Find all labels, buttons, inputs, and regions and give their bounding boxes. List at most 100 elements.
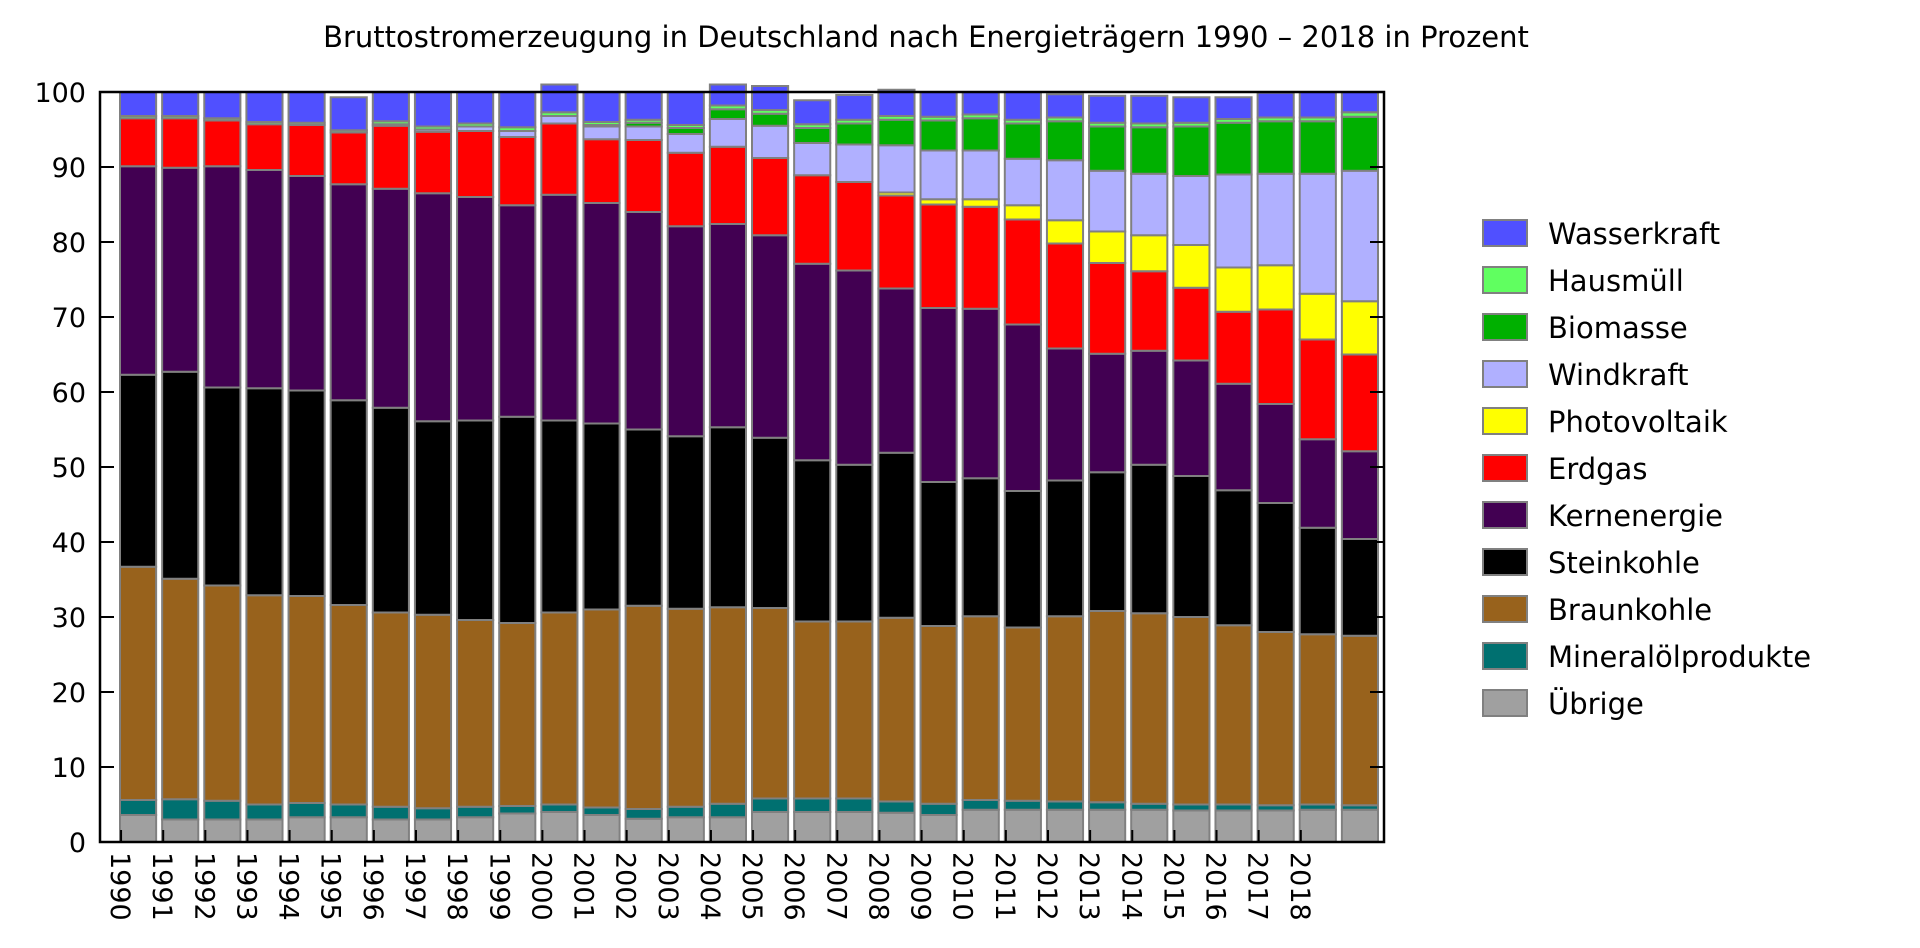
legend-label-8: Braunkohle (1548, 593, 1712, 627)
bar-segment-2008-0 (877, 811, 916, 843)
bar-segment-2006-4 (793, 262, 832, 462)
bar-segment-2011-8 (1003, 122, 1042, 160)
bar-segment-2007-0 (835, 811, 874, 843)
bar-segment-1998-2 (456, 619, 495, 808)
bar-segment-2016-7 (1214, 173, 1253, 269)
bar-segment-1999-4 (498, 204, 537, 418)
bar-segment-2016-3 (1214, 489, 1253, 627)
x-tick-label-2008: 2008 (862, 852, 893, 921)
bar-segment-2014-7 (1130, 172, 1169, 237)
bar-segment-2011-10 (1003, 91, 1042, 121)
bar-segment-2004-0 (708, 816, 747, 843)
bar-segment-2017-0 (1256, 809, 1295, 843)
bar-segment-1995-2 (329, 604, 368, 806)
bar-segment-2018-5 (1298, 338, 1337, 441)
bar-segment-2016-0 (1214, 809, 1253, 843)
bar-segment-2018-10 (1298, 91, 1337, 119)
bar-segment-2012-3 (1045, 479, 1085, 618)
bar-segment-2014-10 (1130, 94, 1169, 125)
bar-segment-2019-2 (1340, 634, 1379, 807)
bar-segment-2011-5 (1003, 218, 1042, 326)
bar-segment-2006-8 (793, 127, 832, 144)
y-tick-label-50: 50 (52, 453, 86, 484)
bar-segment-2013-4 (1088, 352, 1127, 474)
bar-segment-2001-0 (582, 814, 621, 843)
bar-segment-2011-7 (1003, 157, 1042, 207)
bar-segment-2016-8 (1214, 121, 1253, 176)
bar-segment-1990-10 (119, 91, 158, 117)
bar-segment-2012-8 (1045, 120, 1085, 162)
bar-segment-2014-4 (1130, 349, 1169, 466)
bar-segment-2015-5 (1172, 286, 1211, 362)
bar-segment-2001-1 (582, 806, 621, 816)
bar-segment-2004-4 (708, 223, 747, 429)
bar-segment-2005-4 (751, 234, 790, 439)
bar-segment-2010-10 (961, 91, 1000, 116)
bar-segment-2004-2 (708, 606, 747, 805)
bar-segment-1992-4 (203, 165, 242, 389)
bar-segment-2012-6 (1045, 219, 1085, 245)
legend-swatch-3 (1482, 360, 1528, 388)
legend-swatch-8 (1482, 595, 1528, 623)
bar-segment-2009-8 (919, 119, 958, 152)
x-tick-label-2010: 2010 (947, 852, 978, 921)
bar-segment-2001-7 (582, 125, 621, 141)
x-tick-label-2015: 2015 (1157, 852, 1188, 921)
bar-segment-2009-1 (919, 802, 958, 816)
bar-segment-2011-0 (1003, 808, 1042, 843)
bar-segment-1992-5 (203, 119, 242, 168)
bar-segment-2016-4 (1214, 382, 1253, 492)
legend-swatch-5 (1482, 454, 1528, 482)
bar-segment-2002-2 (624, 604, 663, 810)
bar-segment-2002-4 (624, 211, 663, 431)
x-tick-label-2018: 2018 (1284, 852, 1315, 921)
bar-segment-2013-10 (1088, 94, 1127, 124)
bar-segment-2000-4 (540, 193, 579, 422)
bar-segment-1993-4 (245, 169, 284, 390)
bar-segment-1997-1 (413, 807, 453, 821)
x-tick-label-1996: 1996 (357, 852, 388, 921)
bar-segment-2016-5 (1214, 310, 1253, 385)
x-tick-label-2011: 2011 (989, 852, 1020, 921)
bar-segment-2018-3 (1298, 526, 1337, 636)
bar-segment-2018-7 (1298, 172, 1337, 295)
bar-segment-2010-3 (961, 477, 1000, 618)
bar-segment-2010-1 (961, 799, 1000, 811)
x-tick-label-1993: 1993 (230, 852, 261, 921)
bar-segment-1992-2 (203, 584, 242, 802)
bar-segment-1993-1 (245, 803, 284, 821)
bar-segment-1992-3 (203, 386, 242, 587)
bar-segment-1991-3 (161, 370, 200, 580)
bar-segment-2019-3 (1340, 538, 1379, 637)
bar-segment-2019-7 (1340, 169, 1379, 303)
bar-segment-1993-3 (245, 387, 284, 597)
bar-segment-1992-0 (203, 818, 242, 843)
bar-segment-2006-7 (793, 142, 832, 177)
bar-segment-1994-10 (287, 91, 326, 124)
bar-segment-1999-10 (498, 91, 537, 129)
bar-segment-2013-3 (1088, 471, 1127, 612)
bar-segment-2007-2 (835, 620, 874, 800)
legend-swatch-0 (1482, 219, 1528, 247)
bar-segment-1990-1 (119, 799, 158, 816)
bar-segment-1997-10 (413, 91, 453, 128)
bar-segment-2018-4 (1298, 438, 1337, 529)
bar-segment-2009-10 (919, 91, 958, 118)
chart-title: Bruttostromerzeugung in Deutschland nach… (323, 20, 1529, 54)
bar-segment-2012-0 (1045, 808, 1085, 843)
bar-segment-2009-5 (919, 203, 958, 309)
bar-segment-1993-2 (245, 594, 284, 806)
bar-segment-2018-6 (1298, 292, 1337, 341)
bar-segment-2004-1 (708, 802, 747, 819)
y-tick-label-70: 70 (52, 303, 86, 334)
bar-segment-2009-3 (919, 481, 958, 627)
bar-segment-1991-0 (161, 818, 200, 843)
bar-segment-2004-7 (708, 118, 747, 148)
x-tick-label-1992: 1992 (188, 852, 219, 921)
bar-segment-1996-0 (371, 818, 410, 843)
x-tick-label-2005: 2005 (736, 852, 767, 921)
bar-segment-2000-0 (540, 811, 579, 843)
legend-label-6: Kernenergie (1548, 499, 1723, 533)
bar-segment-2007-3 (835, 463, 874, 623)
